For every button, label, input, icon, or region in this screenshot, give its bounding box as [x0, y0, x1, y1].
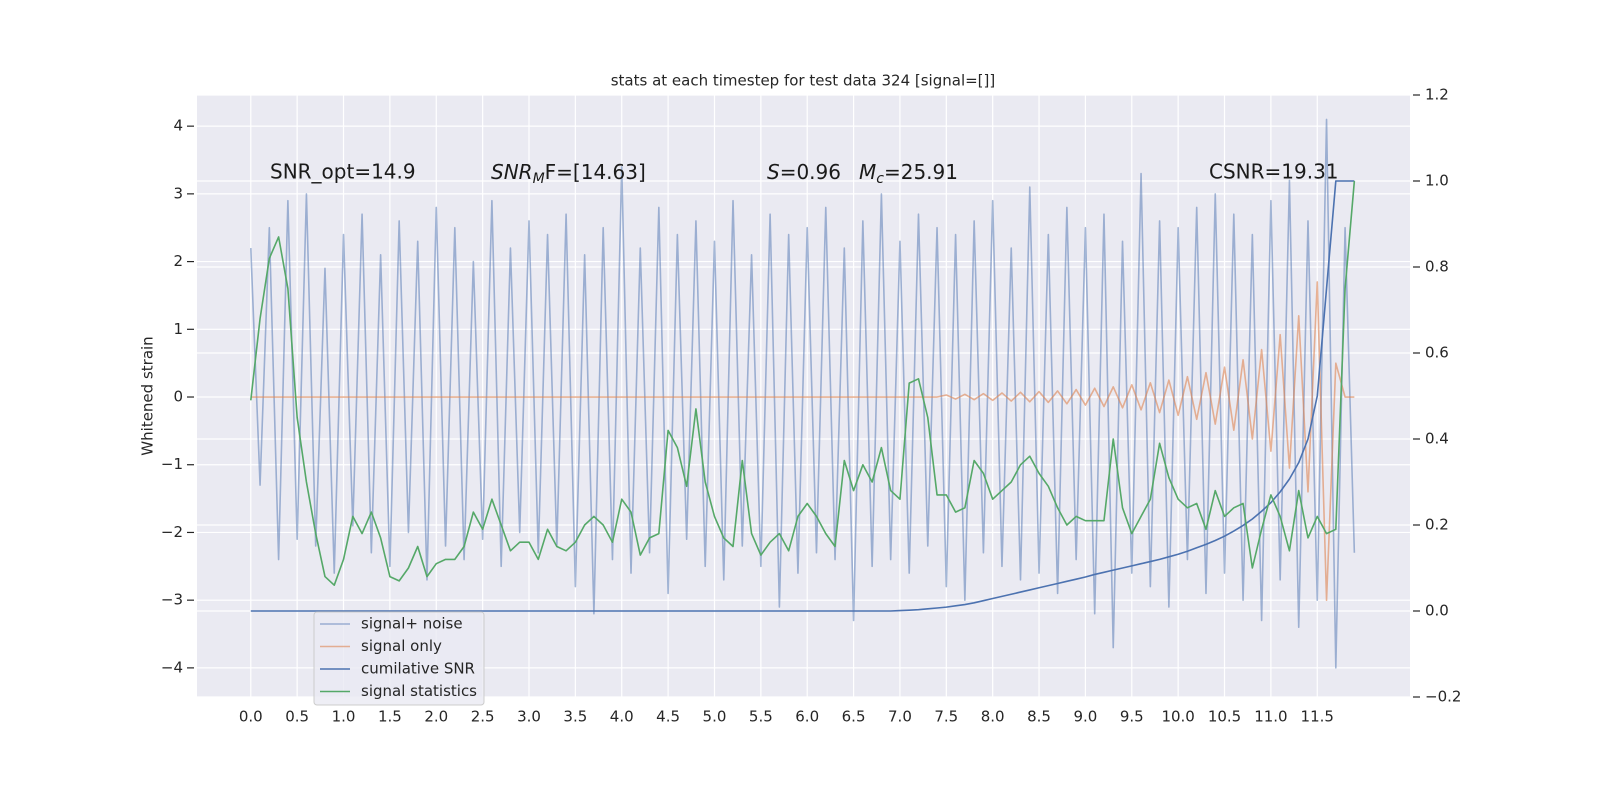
y2-tick-label: 1.0	[1425, 172, 1449, 190]
x-tick-label: 7.0	[888, 708, 912, 726]
annotation-part: M	[533, 171, 545, 187]
x-tick-label: 2.0	[424, 708, 448, 726]
x-tick-label: 0.5	[285, 708, 309, 726]
series-line	[250, 180, 1355, 612]
series-line	[250, 281, 1355, 601]
x-tick-label: 8.5	[1027, 708, 1051, 726]
series-line	[249, 118, 1356, 669]
annotation: SNR_opt=14.9	[270, 160, 416, 184]
annotation-part: F=[14.63]	[545, 160, 646, 184]
y-tick-label: 0	[173, 388, 183, 406]
y-tick-label: 3	[173, 184, 183, 202]
series-line	[249, 180, 1356, 587]
x-tick-label: 11.5	[1301, 708, 1334, 726]
x-tick-label: 7.5	[934, 708, 958, 726]
annotation: Mc=25.91	[859, 160, 958, 188]
annotation-part: =0.96	[780, 160, 841, 184]
chart-title: stats at each timestep for test data 324…	[611, 72, 996, 90]
y2-tick-label: 0.2	[1425, 516, 1449, 534]
legend-label: cumilative SNR	[361, 660, 475, 678]
x-tick-label: 6.0	[795, 708, 819, 726]
y2-tick-label: 0.6	[1425, 344, 1449, 362]
y2-tick-label: 0.8	[1425, 258, 1449, 276]
annotation-part: =25.91	[884, 160, 958, 184]
legend-box	[313, 611, 485, 706]
x-tick-label: 1.0	[332, 708, 356, 726]
x-tick-label: 5.5	[749, 708, 773, 726]
x-tick-label: 0.0	[239, 708, 263, 726]
x-tick-label: 2.5	[471, 708, 495, 726]
y2-tick-label: 0.4	[1425, 430, 1449, 448]
annotation-part: S	[767, 160, 780, 184]
y2-tick-label: 1.2	[1425, 86, 1449, 104]
legend-label: signal+ noise	[361, 615, 463, 633]
plot-background	[197, 95, 1410, 697]
x-tick-label: 4.0	[610, 708, 634, 726]
x-tick-label: 1.5	[378, 708, 402, 726]
y-tick-label: −1	[161, 455, 183, 473]
x-tick-label: 8.0	[981, 708, 1005, 726]
annotation-part: M	[859, 160, 876, 184]
annotation: SNRMF=[14.63]	[491, 160, 646, 188]
annotation-part: SNR	[491, 160, 533, 184]
legend-label: signal only	[361, 637, 442, 655]
y-tick-label: −3	[161, 591, 183, 609]
y-tick-label: 4	[173, 117, 183, 135]
y-tick-label: 1	[173, 320, 183, 338]
y2-tick-label: −0.2	[1425, 688, 1461, 706]
x-tick-label: 9.5	[1120, 708, 1144, 726]
x-tick-label: 10.5	[1208, 708, 1241, 726]
x-tick-label: 3.5	[563, 708, 587, 726]
annotation-part: c	[876, 171, 884, 187]
x-tick-label: 3.0	[517, 708, 541, 726]
x-tick-label: 4.5	[656, 708, 680, 726]
x-tick-label: 5.0	[703, 708, 727, 726]
legend-label: signal statistics	[361, 682, 477, 700]
y-tick-label: 2	[173, 252, 183, 270]
x-tick-label: 6.5	[842, 708, 866, 726]
y-tick-label: −4	[161, 658, 183, 676]
x-tick-label: 9.0	[1073, 708, 1097, 726]
x-tick-label: 11.0	[1254, 708, 1287, 726]
annotation: CSNR=19.31	[1209, 160, 1339, 184]
y2-tick-label: 0.0	[1425, 602, 1449, 620]
y-tick-label: −2	[161, 523, 183, 541]
annotation: S=0.96	[767, 160, 841, 184]
x-tick-label: 10.0	[1161, 708, 1194, 726]
y-axis-label: Whitened strain	[139, 336, 157, 455]
